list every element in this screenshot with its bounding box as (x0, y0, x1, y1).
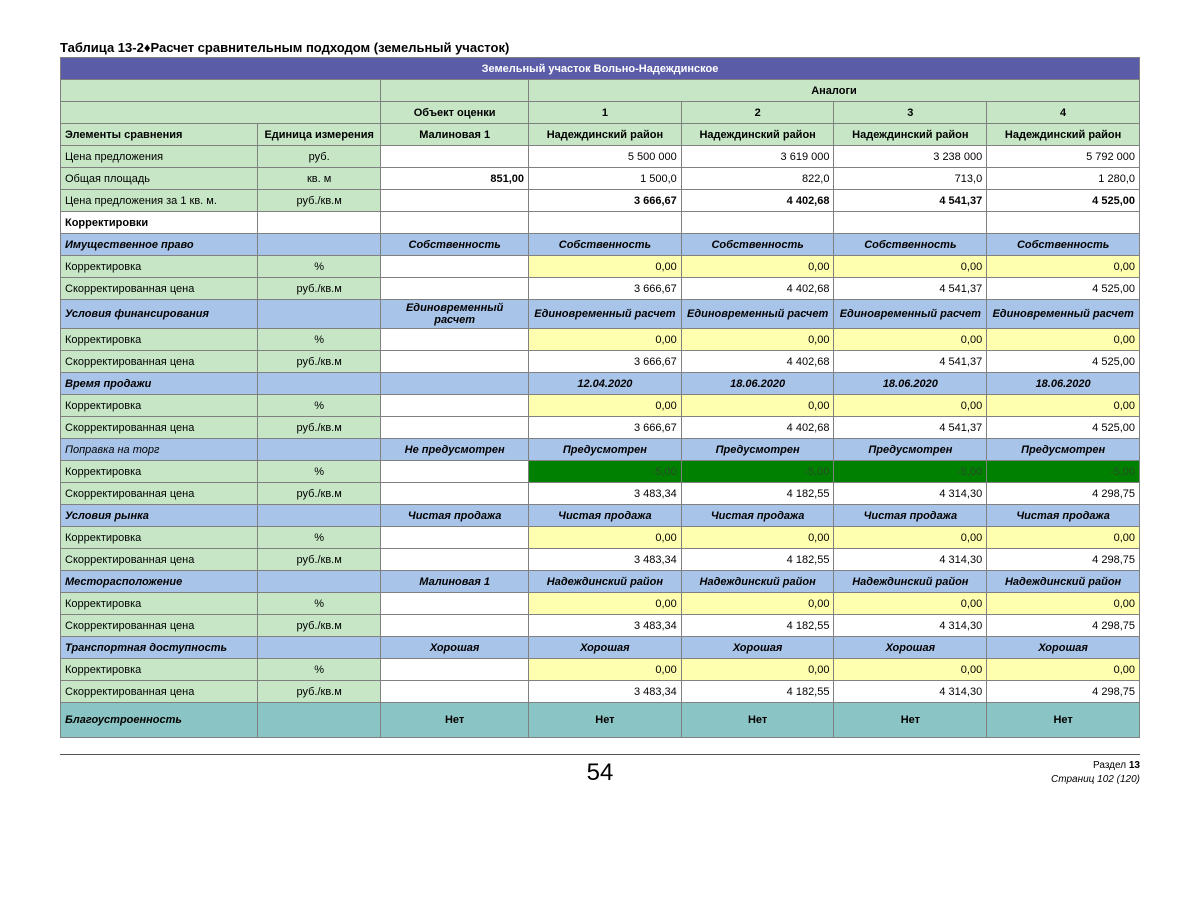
table-title: Таблица 13-2♦Расчет сравнительным подход… (60, 40, 1140, 55)
page-number: 54 (420, 759, 780, 787)
title-prefix: Таблица 13-2 (60, 40, 144, 55)
comparison-table: Земельный участок Вольно-НадеждинскоеАна… (60, 57, 1140, 738)
page-footer: 54 Раздел 13 Страниц 102 (120) (60, 754, 1140, 787)
page-meta: Раздел 13 Страниц 102 (120) (780, 759, 1140, 787)
title-text: Расчет сравнительным подходом (земельный… (150, 40, 509, 55)
